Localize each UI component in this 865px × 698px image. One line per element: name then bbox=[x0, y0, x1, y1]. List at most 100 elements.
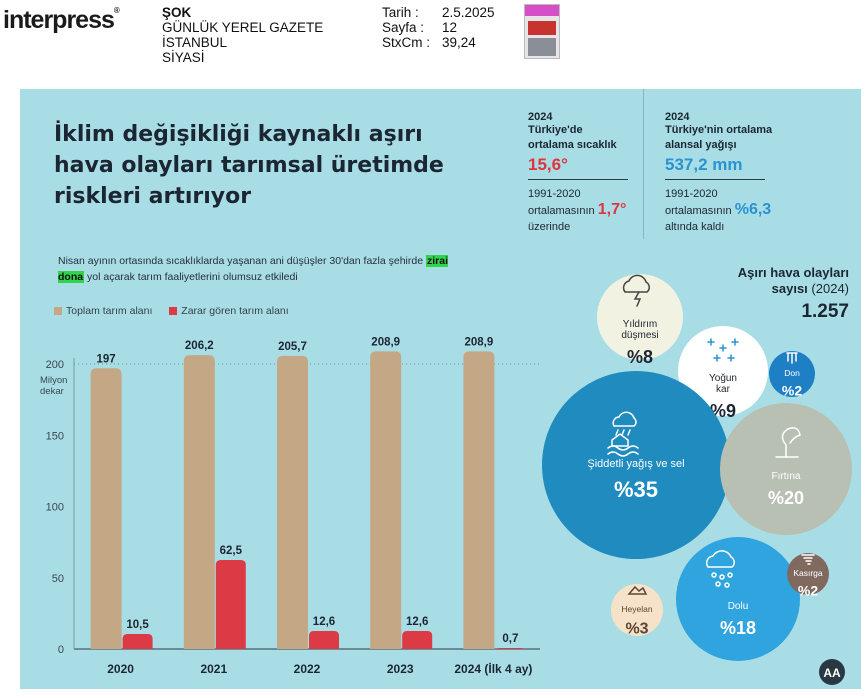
rainfall-stat: 2024 Türkiye'nin ortalama alansal yağışı… bbox=[665, 111, 773, 233]
aa-logo bbox=[819, 659, 845, 685]
page-thumbnail[interactable] bbox=[524, 4, 560, 59]
chart-legend: Toplam tarım alanı Zarar gören tarım ala… bbox=[54, 305, 303, 318]
bubble-snowflake bbox=[678, 326, 768, 416]
bubble-category: Şiddetli yağış ve sel bbox=[587, 458, 684, 470]
date-value: 2.5.2025 bbox=[442, 5, 495, 20]
bubble-tree-wind bbox=[720, 403, 852, 535]
y-tick-label: 50 bbox=[52, 573, 64, 585]
publication-info: ŞOK GÜNLÜK YEREL GAZETE İSTANBUL SİYASİ bbox=[162, 5, 323, 65]
aa-logo-text: AA bbox=[823, 666, 841, 680]
bubble-value: %20 bbox=[768, 488, 804, 508]
tree-wind-icon bbox=[775, 427, 801, 458]
bubble-category: Kasırga bbox=[793, 568, 823, 578]
bubble-category: Dolu bbox=[728, 601, 749, 612]
bar-value-label: 206,2 bbox=[185, 340, 214, 352]
infographic-panel: İklim değişikliği kaynaklı aşırı hava ol… bbox=[20, 89, 861, 689]
subtitle-text-b: yol açarak tarım faaliyetlerini olumsuz … bbox=[84, 271, 298, 283]
legend-damaged: Zarar gören tarım alanı bbox=[169, 305, 289, 317]
bubble-landslide bbox=[611, 584, 663, 636]
bubble-value: %35 bbox=[614, 477, 658, 502]
bubble-value: %2 bbox=[782, 383, 802, 399]
publication-section: SİYASİ bbox=[162, 50, 205, 65]
bar-value-label: 0,7 bbox=[502, 633, 518, 645]
x-tick-label: 2024 (İlk 4 ay) bbox=[454, 661, 532, 676]
publication-city: İSTANBUL bbox=[162, 35, 228, 50]
x-tick-label: 2022 bbox=[294, 662, 321, 676]
bubble-flood bbox=[542, 371, 730, 559]
bar-damaged bbox=[215, 559, 246, 649]
headline: İklim değişikliği kaynaklı aşırı hava ol… bbox=[54, 122, 444, 209]
page-value: 12 bbox=[442, 20, 458, 35]
hail-icon bbox=[705, 550, 735, 588]
bar-value-label: 205,7 bbox=[278, 341, 307, 353]
legend-total: Toplam tarım alanı bbox=[54, 305, 152, 317]
temperature-value: 15,6° bbox=[528, 155, 568, 174]
flood-icon bbox=[607, 411, 639, 457]
y-tick-label: 200 bbox=[46, 359, 64, 371]
bar-damaged bbox=[122, 634, 153, 649]
stxcm-value: 39,24 bbox=[442, 35, 476, 50]
rainfall-delta: %6,3 bbox=[734, 201, 772, 218]
bubble-tornado bbox=[787, 553, 829, 595]
frost-icon bbox=[786, 352, 798, 364]
landslide-icon bbox=[627, 585, 648, 595]
clipping-meta: Tarih : 2.5.2025 Sayfa : 12 StxCm : 39,24 bbox=[382, 5, 495, 50]
bubble-lightning-cloud bbox=[597, 274, 683, 360]
rainfall-value: 537,2 mm bbox=[665, 155, 743, 174]
bar-value-label: 208,9 bbox=[371, 336, 400, 348]
snowflake-icon bbox=[707, 338, 739, 362]
x-tick-label: 2023 bbox=[387, 662, 414, 676]
bubble-value: %3 bbox=[625, 621, 648, 638]
subtitle-text-a: Nisan ayının ortasında sıcaklıklarda yaş… bbox=[58, 255, 426, 267]
date-label: Tarih : bbox=[382, 5, 419, 20]
bar-damaged bbox=[402, 631, 433, 649]
bubble-value: %2 bbox=[798, 583, 818, 599]
bubble-value: %18 bbox=[720, 618, 756, 638]
bubble-category: kar bbox=[716, 384, 731, 395]
temperature-stat: 2024 Türkiye'de ortalama sıcaklık 15,6° … bbox=[528, 111, 628, 233]
publication-type: GÜNLÜK YEREL GAZETE bbox=[162, 20, 324, 35]
bar-total bbox=[277, 355, 308, 649]
bubble-value: %8 bbox=[627, 347, 653, 367]
bar-value-label: 208,9 bbox=[465, 336, 494, 348]
publication-name: ŞOK bbox=[162, 5, 192, 20]
y-tick-label: 100 bbox=[46, 502, 64, 514]
bar-value-label: 12,6 bbox=[313, 616, 335, 628]
bar-damaged bbox=[309, 631, 339, 649]
bubble-frost bbox=[769, 351, 815, 397]
bar-value-label: 12,6 bbox=[406, 616, 428, 628]
bar-value-label: 62,5 bbox=[220, 545, 243, 557]
bubble-value: %9 bbox=[710, 401, 736, 421]
bubble-category: Yıldırım bbox=[623, 319, 657, 330]
x-tick-label: 2020 bbox=[107, 662, 134, 676]
lightning-cloud-icon bbox=[622, 274, 650, 307]
bubble-category: düşmesi bbox=[621, 330, 658, 341]
events-total: 1.257 bbox=[801, 301, 849, 322]
bar-total bbox=[90, 368, 122, 649]
page-label: Sayfa : bbox=[382, 20, 425, 35]
events-title: Aşırı hava olayları sayısı (2024) 1.257 bbox=[737, 265, 849, 322]
y-axis-label-2: dekar bbox=[40, 386, 64, 397]
tornado-icon bbox=[801, 554, 815, 565]
temperature-delta: 1,7° bbox=[597, 201, 627, 218]
bubble-category: Don bbox=[784, 368, 800, 378]
interpress-logo: interpress® bbox=[3, 6, 120, 34]
y-tick-label: 150 bbox=[46, 430, 64, 442]
bubble-category: Yoğun bbox=[709, 373, 737, 384]
bubble-category: Fırtına bbox=[772, 471, 801, 482]
y-axis-label-1: Milyon bbox=[40, 375, 67, 386]
bar-damaged bbox=[495, 648, 526, 650]
bar-total bbox=[370, 351, 402, 649]
bubble-category: Heyelan bbox=[621, 604, 652, 614]
stxcm-label: StxCm : bbox=[382, 35, 431, 50]
bar-value-label: 10,5 bbox=[126, 619, 149, 631]
bar-value-label: 197 bbox=[97, 353, 116, 365]
y-tick-label: 0 bbox=[58, 644, 64, 656]
subtitle: Nisan ayının ortasında sıcaklıklarda yaş… bbox=[58, 253, 458, 285]
bubble-hail bbox=[676, 537, 800, 661]
bar-total bbox=[463, 351, 495, 649]
stats-divider bbox=[643, 89, 644, 239]
x-tick-label: 2021 bbox=[200, 662, 227, 676]
bar-total bbox=[183, 355, 215, 649]
